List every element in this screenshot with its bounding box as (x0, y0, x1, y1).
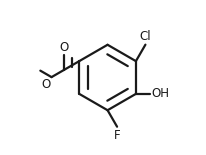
Text: O: O (42, 78, 51, 91)
Text: OH: OH (152, 87, 170, 100)
Text: F: F (114, 128, 120, 142)
Text: Cl: Cl (140, 30, 151, 43)
Text: O: O (60, 41, 69, 54)
